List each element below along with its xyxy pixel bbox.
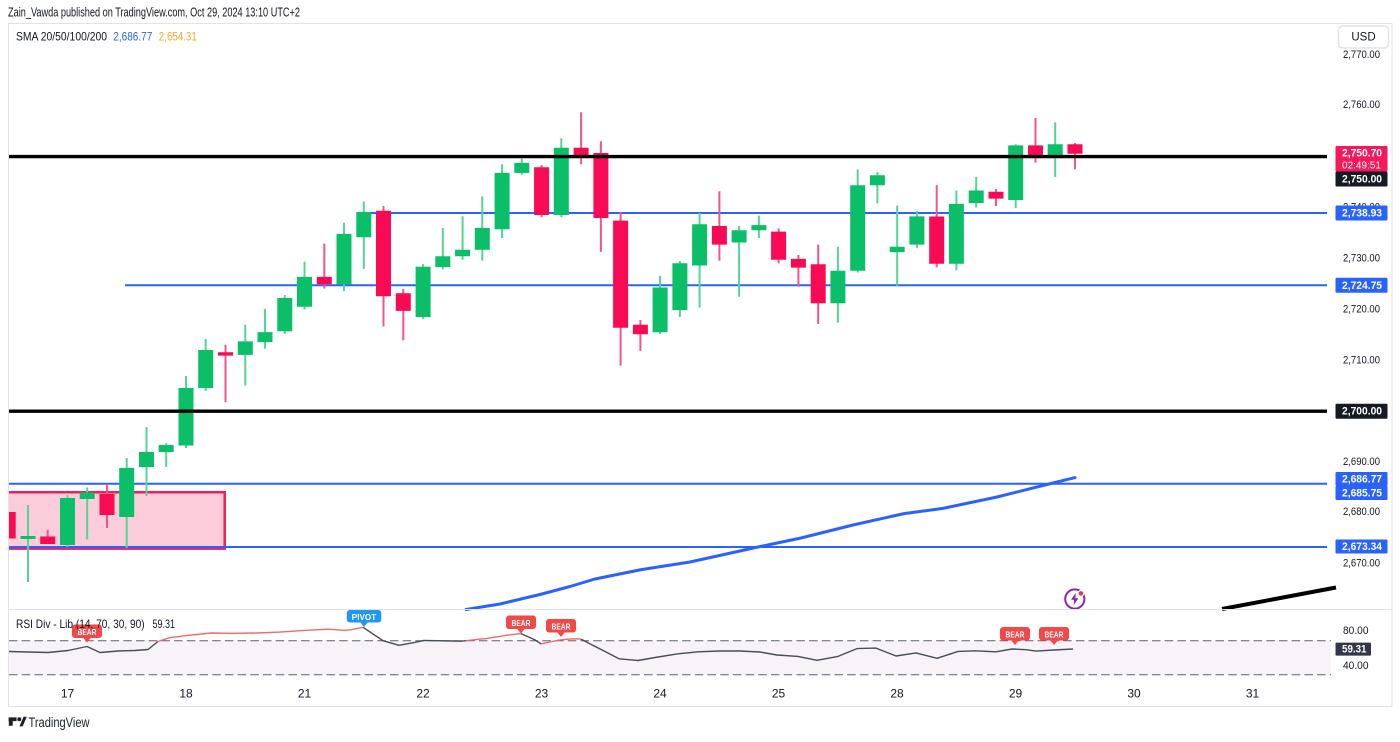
svg-text:17: 17 [61, 687, 75, 701]
svg-text:22: 22 [416, 687, 430, 701]
svg-text:59.31: 59.31 [153, 617, 176, 631]
svg-text:PIVOT: PIVOT [352, 612, 377, 622]
svg-text:02:49:51: 02:49:51 [1342, 160, 1381, 172]
svg-text:2,700.00: 2,700.00 [1342, 406, 1382, 418]
svg-text:Zain_Vawda published on Tradin: Zain_Vawda published on TradingView.com,… [8, 6, 300, 20]
svg-text:2,720.00: 2,720.00 [1343, 303, 1380, 315]
svg-text:40.00: 40.00 [1343, 660, 1369, 672]
svg-text:2,654.31: 2,654.31 [159, 30, 197, 44]
svg-text:30: 30 [1127, 687, 1141, 701]
svg-text:21: 21 [298, 687, 312, 701]
svg-text:80.00: 80.00 [1343, 625, 1369, 637]
svg-text:BEAR: BEAR [1006, 629, 1025, 639]
svg-text:2,730.00: 2,730.00 [1343, 253, 1380, 265]
svg-text:2,670.00: 2,670.00 [1343, 558, 1380, 570]
svg-text:2,770.00: 2,770.00 [1343, 49, 1380, 61]
svg-text:TradingView: TradingView [29, 715, 90, 730]
svg-text:2,710.00: 2,710.00 [1343, 354, 1380, 366]
svg-text:25: 25 [772, 687, 786, 701]
svg-text:23: 23 [535, 687, 549, 701]
svg-text:28: 28 [890, 687, 904, 701]
svg-text:2,738.93: 2,738.93 [1342, 208, 1382, 220]
svg-text:BEAR: BEAR [552, 621, 571, 631]
svg-text:USD: USD [1351, 32, 1375, 44]
svg-text:2,750.70: 2,750.70 [1342, 148, 1382, 160]
svg-text:BEAR: BEAR [1045, 629, 1064, 639]
svg-text:2,724.75: 2,724.75 [1342, 280, 1382, 292]
svg-text:31: 31 [1246, 687, 1260, 701]
svg-text:18: 18 [179, 687, 193, 701]
svg-text:59.31: 59.31 [1342, 644, 1367, 656]
svg-text:24: 24 [653, 687, 667, 701]
svg-text:2,760.00: 2,760.00 [1343, 99, 1380, 111]
svg-text:BEAR: BEAR [78, 627, 97, 637]
svg-text:2,673.34: 2,673.34 [1342, 541, 1383, 553]
svg-text:BEAR: BEAR [512, 618, 531, 628]
svg-text:SMA 20/50/100/200: SMA 20/50/100/200 [16, 30, 107, 44]
svg-text:2,686.77: 2,686.77 [1342, 474, 1382, 486]
svg-text:29: 29 [1009, 687, 1023, 701]
svg-text:2,750.00: 2,750.00 [1342, 174, 1382, 186]
svg-text:RSI Div - Lib (14, 70, 30, 90): RSI Div - Lib (14, 70, 30, 90) [16, 617, 145, 631]
svg-text:2,686.77: 2,686.77 [113, 30, 152, 44]
svg-text:2,690.00: 2,690.00 [1343, 456, 1380, 468]
svg-text:2,680.00: 2,680.00 [1343, 506, 1380, 518]
svg-text:2,685.75: 2,685.75 [1342, 488, 1382, 500]
